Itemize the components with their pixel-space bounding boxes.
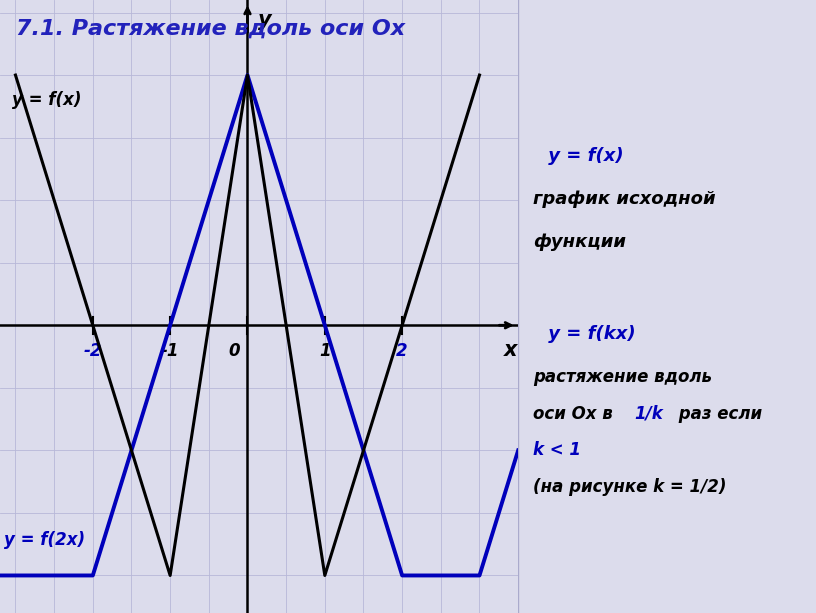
Text: 1: 1 [319, 341, 330, 360]
Text: -1: -1 [161, 341, 180, 360]
Text: y: y [258, 10, 271, 30]
Text: -2: -2 [83, 341, 102, 360]
Text: y = f(kx): y = f(kx) [542, 325, 636, 343]
Text: k < 1: k < 1 [533, 441, 581, 459]
Text: y = f(2x): y = f(2x) [4, 531, 85, 549]
Text: 0: 0 [228, 341, 240, 360]
Text: y = f(x): y = f(x) [11, 91, 81, 109]
Text: x: x [503, 340, 517, 360]
Text: график исходной: график исходной [533, 190, 716, 208]
Text: функции: функции [533, 233, 626, 251]
Text: оси Ох в: оси Ох в [533, 405, 619, 422]
Text: 2: 2 [397, 341, 408, 360]
Text: (на рисунке k = 1/2): (на рисунке k = 1/2) [533, 478, 726, 496]
Text: раз если: раз если [673, 405, 762, 422]
Text: y = f(x): y = f(x) [542, 147, 623, 165]
Text: 7.1. Растяжение вдоль оси Ох: 7.1. Растяжение вдоль оси Ох [16, 18, 406, 39]
Text: 1/k: 1/k [634, 405, 663, 422]
Text: растяжение вдоль: растяжение вдоль [533, 368, 712, 386]
